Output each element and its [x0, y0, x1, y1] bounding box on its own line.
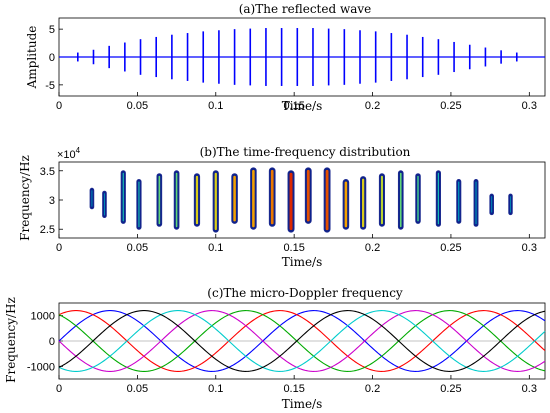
tf-segment-core	[175, 172, 178, 228]
x-tick-label: 0.25	[440, 383, 461, 395]
tf-segment-core	[122, 172, 124, 222]
panel-a-signal	[59, 28, 545, 86]
x-tick-label: 0.25	[440, 100, 461, 112]
y-tick-label: 5	[49, 24, 55, 36]
y-tick-label: 1000	[31, 311, 55, 323]
panel-c-xlabel: Time/s	[282, 397, 323, 411]
tf-segment-core	[138, 181, 140, 228]
x-tick-label: 0.3	[522, 100, 537, 112]
panel-a-x-ticks: 0 0.05 0.1 0.15 0.2 0.25 0.3	[56, 92, 537, 112]
reflected-wave-panel: (a)The reflected wave Amplitude Time/s 0…	[25, 2, 546, 113]
tf-segment-core	[399, 172, 402, 228]
x-tick-label: 0.15	[283, 383, 304, 395]
tf-segment-core	[510, 196, 512, 213]
x-tick-label: 0.05	[127, 383, 148, 395]
panel-b-title: (b)The time-frequency distribution	[200, 145, 411, 159]
tf-segment-core	[158, 175, 161, 225]
x-tick-label: 0.05	[127, 242, 148, 254]
x-tick-label: 0	[56, 100, 62, 112]
y-tick-label: 0	[49, 336, 55, 348]
tf-segment-core	[252, 169, 255, 228]
panel-c-y-ticks: 1000 0 -1000	[27, 311, 63, 373]
x-tick-label: 0	[56, 242, 62, 254]
y-tick-label: 3	[49, 195, 55, 207]
doppler-curve	[58, 310, 546, 372]
doppler-curve	[58, 310, 546, 372]
tf-segment-core	[195, 175, 199, 225]
x-tick-label: 0.3	[522, 242, 537, 254]
doppler-curve	[58, 310, 546, 372]
y-tick-label: -5	[45, 80, 55, 92]
panel-a-xlabel: Time/s	[282, 99, 323, 113]
panel-b-x-ticks: 0 0.05 0.1 0.15 0.2 0.25 0.3	[56, 234, 537, 254]
micro-doppler-panel: (c)The micro-Doppler frequency Frequency…	[4, 286, 546, 411]
x-tick-label: 0.3	[522, 383, 537, 395]
tf-segment-core	[306, 169, 310, 222]
tf-segment-core	[437, 172, 439, 225]
tf-segment-core	[344, 181, 348, 228]
x-tick-label: 0.1	[208, 383, 223, 395]
tf-segment-core	[289, 172, 293, 231]
tf-segment-core	[475, 181, 477, 225]
tf-segment-core	[103, 193, 105, 216]
panel-a-title: (a)The reflected wave	[239, 2, 372, 16]
panel-c-ylabel: Frequency/Hz	[4, 297, 18, 383]
panel-b-y-ticks: 3.5 3 2.5	[40, 166, 63, 236]
x-tick-label: 0.05	[127, 100, 148, 112]
y-tick-label: -1000	[27, 361, 55, 373]
x-tick-label: 0.15	[283, 242, 304, 254]
panel-a-y-ticks: 5 0 -5	[45, 24, 63, 92]
doppler-curve	[58, 310, 546, 372]
x-tick-label: 0.15	[283, 100, 304, 112]
x-tick-label: 0	[56, 383, 62, 395]
doppler-curve	[58, 310, 546, 372]
panel-b-spectrogram	[89, 167, 513, 233]
tf-segment-core	[233, 175, 236, 222]
panel-b-xlabel: Time/s	[282, 255, 323, 269]
panel-a-ylabel: Amplitude	[25, 26, 39, 90]
y-tick-label: 3.5	[40, 166, 55, 178]
panel-b-ylabel: Frequency/Hz	[18, 155, 32, 241]
tf-segment-core	[214, 172, 217, 231]
doppler-curve	[58, 310, 546, 372]
x-tick-label: 0.2	[365, 383, 380, 395]
tf-segment-core	[380, 175, 384, 225]
tf-segment-core	[362, 178, 365, 228]
panel-c-curves	[58, 310, 546, 372]
panel-b-frame	[58, 161, 546, 239]
tf-segment-core	[270, 169, 274, 225]
tf-segment-core	[417, 175, 419, 222]
tf-segment-core	[458, 181, 460, 222]
x-tick-label: 0.2	[365, 242, 380, 254]
y-tick-label: 2.5	[40, 224, 55, 236]
x-tick-label: 0.1	[208, 100, 223, 112]
tf-segment-core	[325, 169, 329, 231]
panel-b-exponent: ×104	[57, 146, 81, 161]
tf-segment-core	[491, 196, 493, 213]
tf-segment-core	[91, 190, 93, 207]
x-tick-label: 0.1	[208, 242, 223, 254]
x-tick-label: 0.2	[365, 100, 380, 112]
y-tick-label: 0	[49, 52, 55, 64]
x-tick-label: 0.25	[440, 242, 461, 254]
panel-c-title: (c)The micro-Doppler frequency	[207, 286, 403, 300]
time-frequency-panel: (b)The time-frequency distribution ×104 …	[18, 145, 546, 269]
panel-c-x-ticks: 0 0.05 0.1 0.15 0.2 0.25 0.3	[56, 375, 537, 395]
